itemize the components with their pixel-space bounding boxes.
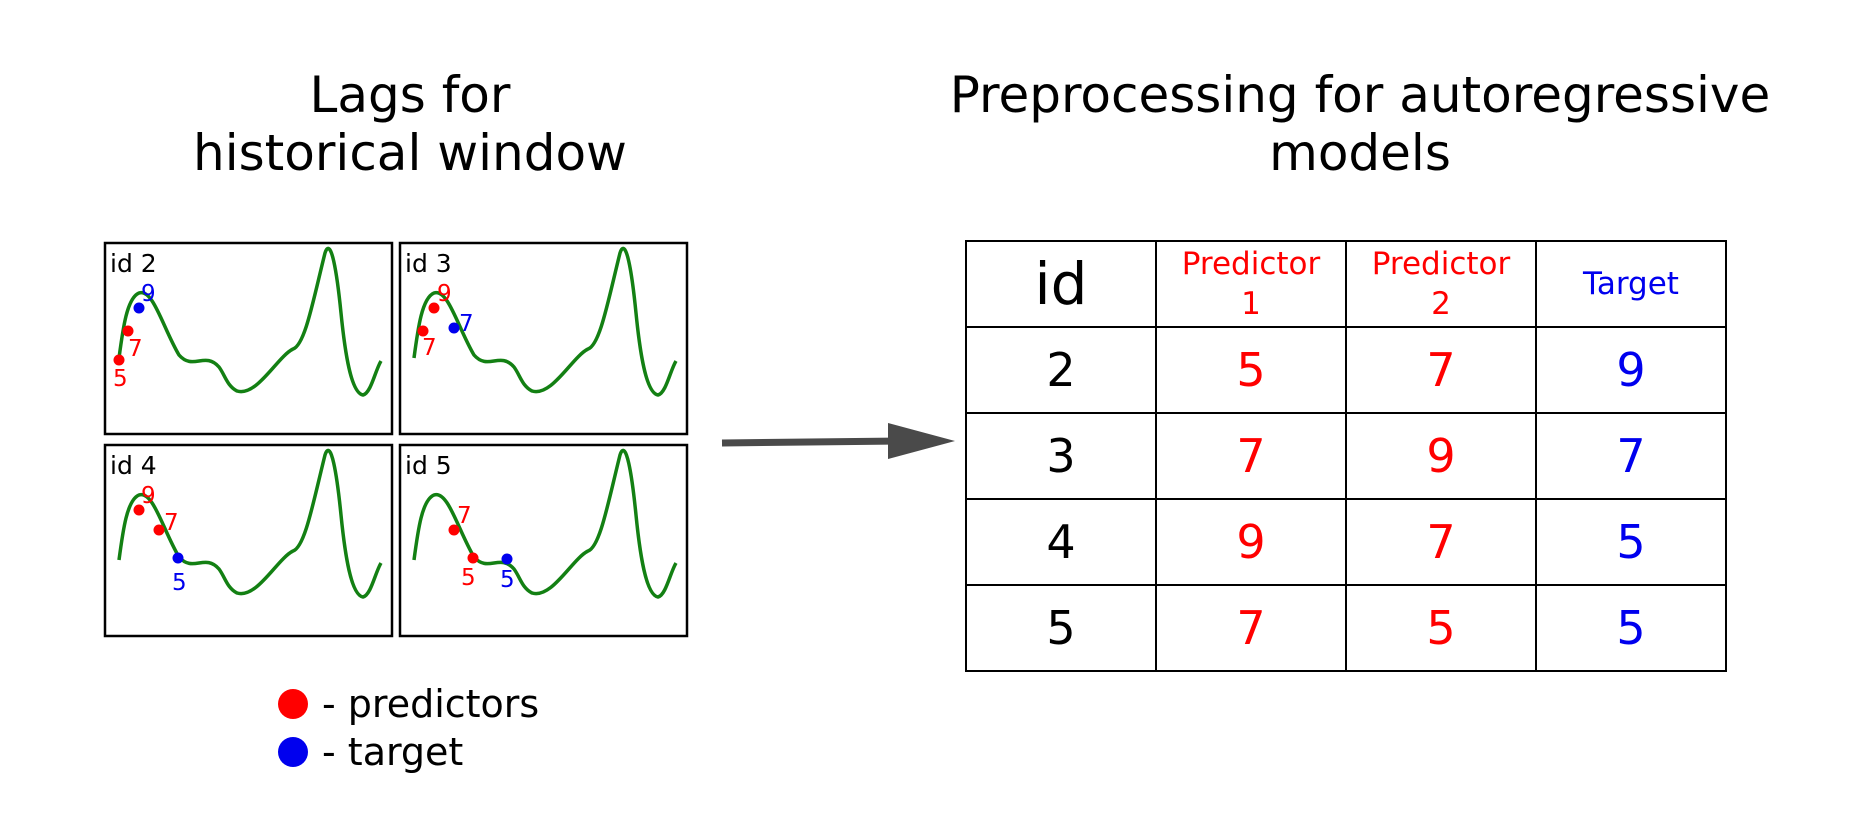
target-value: 7 — [459, 311, 474, 337]
preprocessed-table: id Predictor 1 Predictor 2 Target 2 5 7 … — [965, 240, 1727, 672]
header-predictor-2-line-2: 2 — [1431, 286, 1451, 322]
target-point — [501, 553, 513, 565]
cell-target: 7 — [1535, 412, 1727, 500]
cell-id: 3 — [965, 412, 1157, 500]
panel-id-2: id 2 5 7 9 — [103, 241, 394, 436]
target-value: 5 — [500, 567, 515, 593]
cell-predictor-1: 7 — [1155, 584, 1347, 672]
cell-predictor-1: 7 — [1155, 412, 1347, 500]
predictor-value: 5 — [113, 366, 128, 392]
cell-predictor-1: 9 — [1155, 498, 1347, 586]
predictor-value: 9 — [141, 483, 156, 509]
cell-id: 2 — [965, 326, 1157, 414]
right-title: Preprocessing for autoregressive models — [880, 66, 1840, 182]
target-value: 9 — [141, 281, 156, 307]
legend-predictors-label: - predictors — [322, 682, 540, 726]
series-curve — [117, 246, 383, 397]
legend-target-label: - target — [322, 730, 464, 774]
predictor-value: 7 — [457, 503, 472, 529]
header-predictor-2: Predictor 2 — [1345, 240, 1537, 328]
arrow-shaft — [721, 437, 901, 447]
table-row: 2 5 7 9 — [965, 326, 1727, 414]
cell-id: 4 — [965, 498, 1157, 586]
cell-target: 5 — [1535, 498, 1727, 586]
left-title-line-2: historical window — [193, 124, 627, 182]
predictor-point — [113, 354, 125, 366]
cell-target: 5 — [1535, 584, 1727, 672]
cell-predictor-2: 5 — [1345, 584, 1537, 672]
predictor-value: 7 — [422, 335, 437, 361]
blue-dot-icon — [278, 737, 308, 767]
predictor-value: 7 — [164, 510, 179, 536]
arrow-head — [888, 423, 955, 459]
predictor-value: 7 — [128, 336, 143, 362]
target-point — [172, 552, 184, 564]
panel-id-3: id 3 7 9 7 — [398, 241, 689, 436]
series-curve — [412, 448, 678, 599]
left-title: Lags for historical window — [120, 66, 700, 182]
panel-id-5: id 5 7 5 5 — [398, 443, 689, 638]
cell-predictor-2: 9 — [1345, 412, 1537, 500]
header-predictor-1: Predictor 1 — [1155, 240, 1347, 328]
predictor-point — [467, 552, 479, 564]
predictor-point — [448, 524, 460, 536]
target-point — [448, 322, 460, 334]
predictor-point — [417, 325, 429, 337]
panel-label: id 2 — [110, 249, 157, 278]
right-title-line-1: Preprocessing for autoregressive — [949, 66, 1771, 124]
cell-predictor-2: 7 — [1345, 498, 1537, 586]
legend-predictors: - predictors — [278, 682, 539, 726]
target-value: 5 — [172, 570, 187, 596]
cell-predictor-2: 7 — [1345, 326, 1537, 414]
table-row: 5 7 5 5 — [965, 584, 1727, 672]
header-id: id — [965, 240, 1157, 328]
panel-label: id 3 — [405, 249, 452, 278]
table-row: 4 9 7 5 — [965, 498, 1727, 586]
predictor-point — [133, 504, 145, 516]
left-title-line-1: Lags for — [309, 66, 511, 124]
series-curve — [412, 246, 678, 397]
right-title-line-2: models — [1269, 124, 1451, 182]
predictor-point — [428, 302, 440, 314]
header-target: Target — [1535, 240, 1727, 328]
red-dot-icon — [278, 689, 308, 719]
table-header-row: id Predictor 1 Predictor 2 Target — [965, 240, 1727, 328]
panel-id-4: id 4 9 7 5 — [103, 443, 394, 638]
predictor-value: 9 — [437, 281, 452, 307]
panel-label: id 5 — [405, 451, 452, 480]
arrow — [721, 423, 955, 459]
header-predictor-1-line-2: 1 — [1241, 286, 1261, 322]
header-predictor-1-line-1: Predictor — [1181, 246, 1321, 282]
table-row: 3 7 9 7 — [965, 412, 1727, 500]
predictor-point — [122, 325, 134, 337]
predictor-value: 5 — [461, 565, 476, 591]
panel-label: id 4 — [110, 451, 157, 480]
legend-target: - target — [278, 730, 463, 774]
series-curve — [117, 448, 383, 599]
cell-predictor-1: 5 — [1155, 326, 1347, 414]
cell-target: 9 — [1535, 326, 1727, 414]
predictor-point — [153, 524, 165, 536]
cell-id: 5 — [965, 584, 1157, 672]
header-predictor-2-line-1: Predictor — [1371, 246, 1511, 282]
target-point — [133, 302, 145, 314]
